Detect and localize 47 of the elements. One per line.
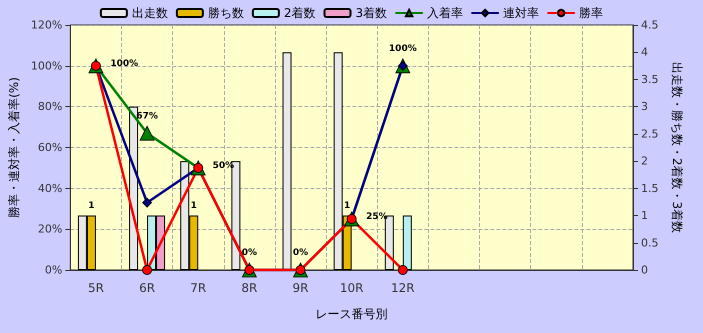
legend-label: 勝ち数 (208, 6, 244, 20)
data-label: 25% (366, 212, 388, 222)
x-tick-label: 5R (88, 281, 104, 295)
y2-tick-label: 2 (641, 154, 648, 168)
y-tick-label: 0% (44, 264, 62, 276)
x-axis-title: レース番号別 (316, 307, 388, 321)
y2-tick-label: 2.5 (641, 127, 658, 140)
x-tick-label: 6R (139, 281, 156, 295)
x-tick-label: 12R (391, 281, 415, 295)
x-tick-label: 9R (292, 281, 309, 295)
y2-tick-label: 1.5 (641, 182, 658, 195)
point (140, 126, 154, 141)
y2-tick-label: 0.5 (641, 236, 658, 250)
legend-label: 勝率 (579, 6, 604, 20)
point (142, 198, 152, 208)
y2-axis-title: 出走数・勝ち数・2着数・3着数 (670, 62, 684, 234)
data-label: 0% (242, 248, 258, 258)
data-label: 0% (292, 248, 308, 258)
y2-tick-label: 1 (641, 209, 648, 222)
legend-label: 入着率 (427, 6, 464, 20)
data-label: 1 (190, 201, 197, 212)
y2-tick-label: 4.5 (641, 18, 658, 32)
legend-label: 2着数 (284, 6, 316, 20)
x-tick-label: 8R (241, 281, 258, 295)
y-tick-label: 20% (38, 222, 62, 236)
y-tick-label: 40% (38, 182, 62, 195)
point (398, 265, 408, 275)
y-tick-label: 60% (38, 141, 62, 154)
legend-label: 3着数 (356, 6, 388, 20)
data-label: 100% (388, 44, 417, 54)
point (142, 265, 152, 275)
y-axis-title: 勝率・連対率・入着率(%) (7, 77, 21, 218)
legend-label: 出走数 (132, 6, 168, 20)
legend-label: 連対率 (503, 6, 540, 20)
y-tick-label: 80% (38, 100, 62, 114)
bar (282, 52, 292, 270)
data-label: 100% (110, 58, 138, 69)
data-label: 1 (344, 201, 350, 212)
y2-tick-label: 3.5 (641, 72, 658, 86)
y2-tick-label: 3 (641, 100, 648, 114)
y-tick-label: 120% (30, 18, 62, 32)
y2-tick-label: 0 (641, 264, 648, 276)
y-tick-label: 100% (30, 59, 62, 72)
y2-tick-label: 4 (641, 46, 648, 59)
x-tick-label: 7R (190, 281, 206, 295)
x-tick-label: 10R (340, 281, 364, 295)
data-label: 1 (88, 201, 95, 212)
